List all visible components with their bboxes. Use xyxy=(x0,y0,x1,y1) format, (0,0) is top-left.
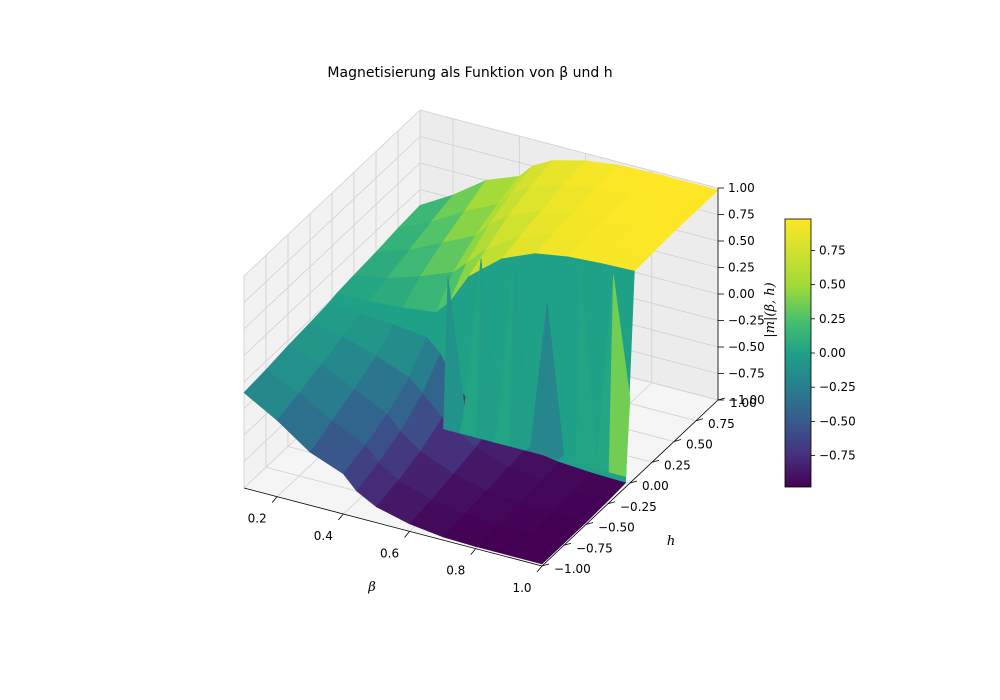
x-tick-mark xyxy=(470,548,477,555)
x-tick-label: 0.6 xyxy=(380,546,399,560)
y-tick-mark xyxy=(695,418,704,422)
surface-plot xyxy=(243,160,719,565)
z-tick-label: −0.25 xyxy=(728,314,765,328)
x-axis-ticks: 0.2 0.4 0.6 0.8 1.0 xyxy=(248,496,543,595)
y-tick-label: −1.00 xyxy=(554,562,591,576)
colorbar-tick-label: −0.50 xyxy=(819,414,856,428)
x-tick-mark xyxy=(536,565,543,573)
z-tick-label: 1.00 xyxy=(728,181,755,195)
z-tick-label: 0.50 xyxy=(728,234,755,248)
y-tick-mark xyxy=(585,522,594,525)
surface-spike xyxy=(608,275,631,477)
y-tick-mark xyxy=(607,501,616,505)
y-tick-mark xyxy=(629,480,638,484)
gridline-z-left xyxy=(243,136,421,303)
colorbar-tick-label: −0.25 xyxy=(819,380,856,394)
colorbar-tick-label: 0.50 xyxy=(819,278,846,292)
y-tick-mark xyxy=(541,563,550,567)
z-tick-label: −0.50 xyxy=(728,340,765,354)
y-axis-ticks: −1.00 −0.75 −0.50 −0.25 0.00 0.25 0.50 0.75 1.00 xyxy=(541,396,757,576)
z-tick-label: 0.75 xyxy=(728,208,755,222)
z-axis-ticks: −1.00 −0.75 −0.50 −0.25 0.00 0.25 0.50 0.75 1.00 xyxy=(718,181,765,407)
y-tick-label: 0.00 xyxy=(642,479,669,493)
y-tick-label: 1.00 xyxy=(730,396,757,410)
y-tick-mark xyxy=(563,542,572,546)
gridline-z-left xyxy=(243,189,421,356)
colorbar-tick-label: 0.75 xyxy=(819,243,846,257)
chart-title: Magnetisierung als Funktion von β und h xyxy=(327,65,612,81)
z-tick-label: −0.75 xyxy=(728,367,765,381)
y-tick-label: −0.25 xyxy=(620,500,657,514)
x-axis-label: β xyxy=(367,580,376,595)
x-tick-mark xyxy=(338,513,344,521)
gridline-z-right xyxy=(419,109,719,189)
colorbar-ticks: −0.75 −0.50 −0.25 0.00 0.25 0.50 0.75 xyxy=(811,243,856,463)
z-tick-label: 0.25 xyxy=(728,261,755,275)
gridline-z-left xyxy=(243,109,421,277)
x-tick-label: 1.0 xyxy=(512,581,531,595)
x-tick-label: 0.8 xyxy=(446,564,465,578)
y-tick-mark xyxy=(651,459,660,463)
y-tick-label: 0.75 xyxy=(708,417,735,431)
colorbar xyxy=(784,218,812,488)
y-axis-label: h xyxy=(667,534,675,549)
x-tick-label: 0.4 xyxy=(314,529,333,543)
y-tick-label: −0.75 xyxy=(576,541,613,555)
y-tick-label: −0.50 xyxy=(598,521,635,535)
x-tick-label: 0.2 xyxy=(248,512,267,526)
x-tick-mark xyxy=(404,531,410,538)
y-tick-mark xyxy=(673,439,682,442)
y-tick-label: 0.25 xyxy=(664,458,691,472)
colorbar-tick-label: 0.00 xyxy=(819,346,846,360)
colorbar-tick-label: −0.75 xyxy=(819,449,856,463)
z-axis-label: |m|(β, h) xyxy=(763,282,778,337)
x-tick-mark xyxy=(271,496,278,503)
z-tick-label: −1.00 xyxy=(728,393,765,407)
colorbar-tick-label: 0.25 xyxy=(819,312,846,326)
surface-patch xyxy=(508,534,565,565)
y-tick-label: 0.50 xyxy=(686,438,713,452)
x-axis-line xyxy=(243,487,543,567)
gridline-z-left xyxy=(243,162,421,330)
z-tick-label: 0.00 xyxy=(728,287,755,301)
